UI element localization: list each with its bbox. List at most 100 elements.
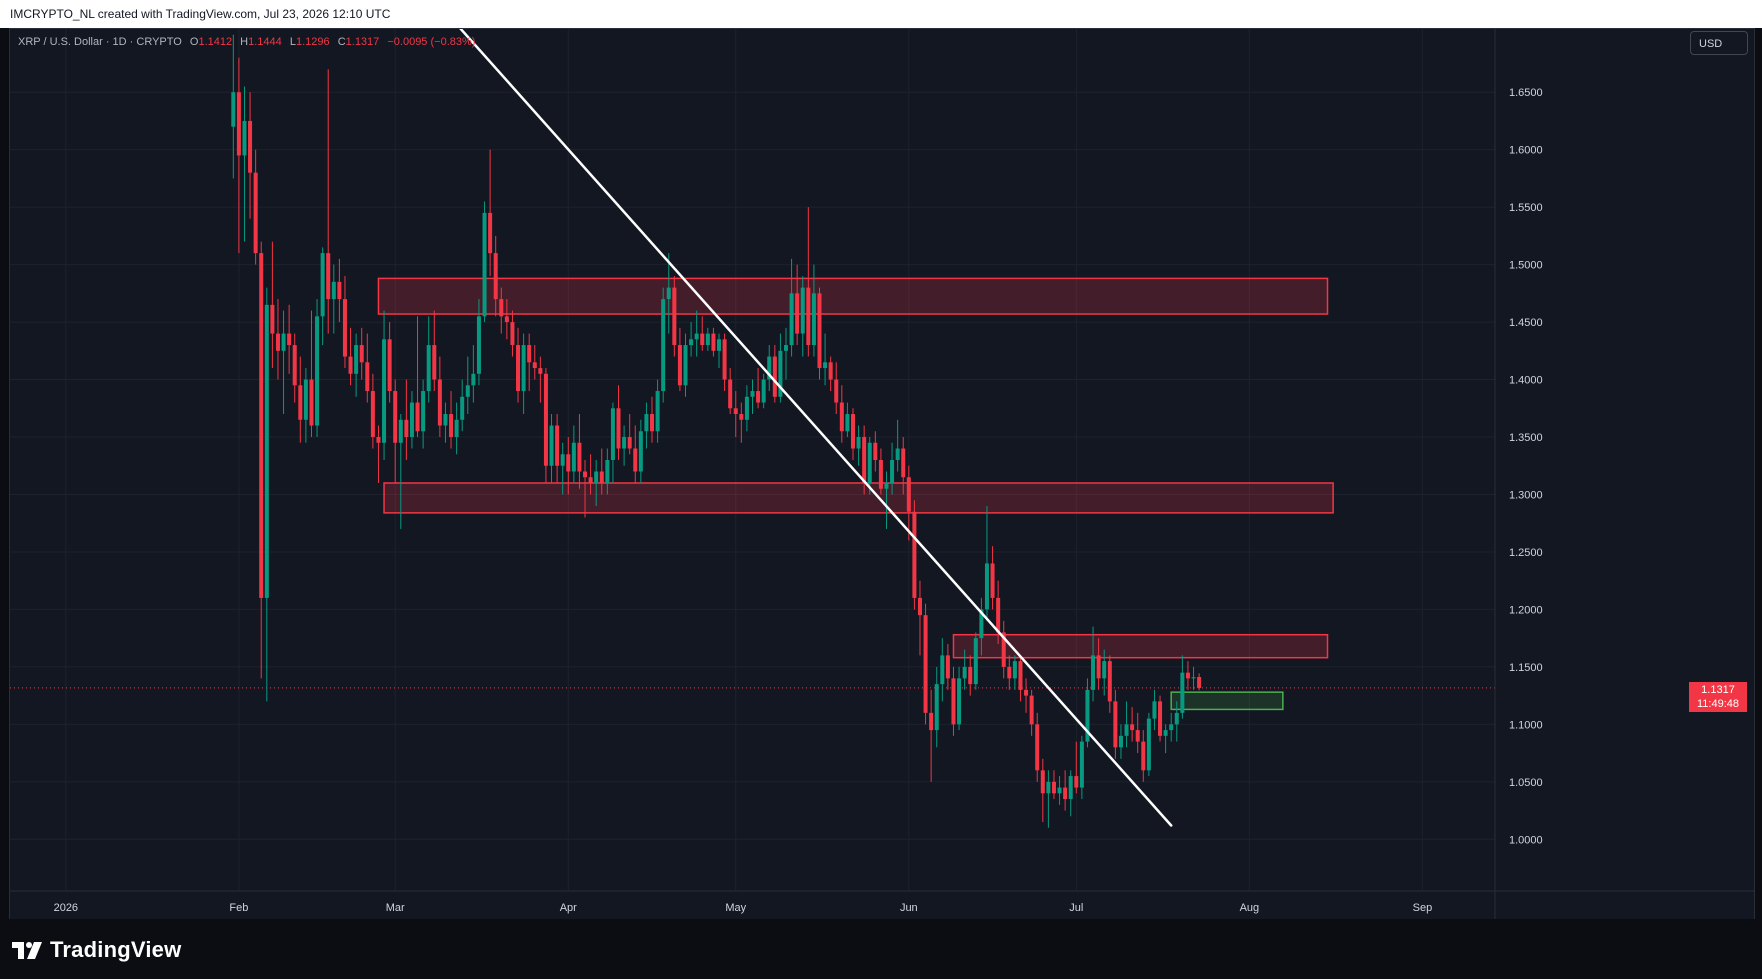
candle-body [901,448,906,478]
candle-body [750,391,755,397]
candle-body [610,408,615,460]
candle-body [795,293,800,334]
candle-body [482,212,487,317]
candle-body [878,460,883,489]
high-label: H [240,36,249,48]
candle-body [398,419,403,443]
candle-body [990,563,995,598]
candle-body [834,379,839,403]
candle-body [365,362,370,392]
footer: TradingView [0,919,1762,979]
candle-body [382,339,387,443]
chart-panel[interactable]: 1.0000 1.0500 1.1000 1.1500 1.2000 1.2500 1.30… [9,28,1755,920]
candle-body [733,408,738,415]
candle-body [616,408,621,449]
candle-body [1018,661,1023,690]
low-value: 1.1296 [295,36,330,48]
candle-body [744,396,749,420]
candle-body [929,712,934,731]
currency-button[interactable]: USD [1690,31,1748,55]
candle-body [571,442,576,472]
price-tick-label: 1.3000 [1509,489,1543,501]
candle-body [348,356,353,374]
candle-body [973,638,978,685]
candle-body [342,299,347,357]
candle-body [292,345,297,386]
candle-body [577,442,582,472]
candle-body [650,414,655,432]
candle-body [666,287,671,300]
candle-body [1113,701,1118,748]
candle-body [376,437,381,443]
candle-body [783,345,789,351]
candle-body [694,333,699,340]
price-tick-label: 1.5000 [1509,260,1543,272]
candle-body [767,356,772,380]
candle-body [426,345,431,392]
candle-body [421,391,426,432]
candle-body [867,442,872,483]
candle-body [917,597,922,616]
candle-body [1029,695,1034,725]
symbol-title: XRP / U.S. Dollar · 1D · CRYPTO [18,36,182,48]
candle-body [862,437,867,483]
candle-body [538,368,543,374]
candle-body [331,281,336,300]
time-tick-label: 2026 [54,902,78,914]
candle-body [359,345,364,363]
candle-body [800,287,805,334]
candle-body [1085,689,1090,742]
candle-body [906,477,911,512]
candle-body [476,316,481,374]
candle-body [761,379,766,403]
price-tick-label: 1.3500 [1509,432,1543,444]
candle-body [549,425,554,466]
candle-body [404,419,409,438]
candle-body [677,345,682,386]
candle-body [672,287,677,346]
candle-body [471,373,476,386]
candle-body [1091,655,1096,690]
candle-body [850,414,855,449]
time-tick-label: Feb [229,902,248,914]
candle-body [1124,724,1129,736]
candle-body [683,345,688,386]
last-price-tag: 1.1317 11:49:48 [1689,682,1747,712]
candle-body [298,385,303,420]
candlestick-chart[interactable]: 1.0000 1.0500 1.1000 1.1500 1.2000 1.2500 1.30… [10,29,1754,919]
candle-body [1012,661,1017,679]
candles-layer [231,34,1202,828]
candle-body [236,92,241,156]
candle-body [493,253,498,300]
candle-body [940,655,945,685]
candle-body [845,414,850,432]
candle-body [945,655,950,679]
candle-body [460,396,465,420]
axis-layer: 1.0000 1.0500 1.1000 1.1500 1.2000 1.2500 1.30… [10,29,1754,919]
candle-body [326,253,331,300]
candle-body [856,437,861,449]
candle-body [1146,718,1151,771]
candle-body [465,385,470,397]
candle-body [951,678,956,725]
candle-body [409,402,414,438]
last-price-value: 1.1317 [1701,684,1735,696]
candle-body [934,684,939,731]
candle-body [912,511,917,598]
candle-body [1046,781,1051,794]
candle-body [588,477,593,483]
tradingview-logo[interactable]: TradingView [12,937,181,963]
candle-body [454,419,459,438]
candle-body [923,615,928,713]
candle-body [756,391,761,403]
candle-body [488,212,493,254]
price-tick-label: 1.4000 [1509,375,1543,387]
candle-body [594,471,599,483]
candle-body [1163,730,1168,736]
candle-body [259,253,264,598]
candle-body [337,281,342,300]
candle-body [873,442,878,460]
candle-body [1169,724,1174,731]
time-tick-label: Sep [1413,902,1433,914]
price-tick-label: 1.1000 [1509,719,1543,731]
